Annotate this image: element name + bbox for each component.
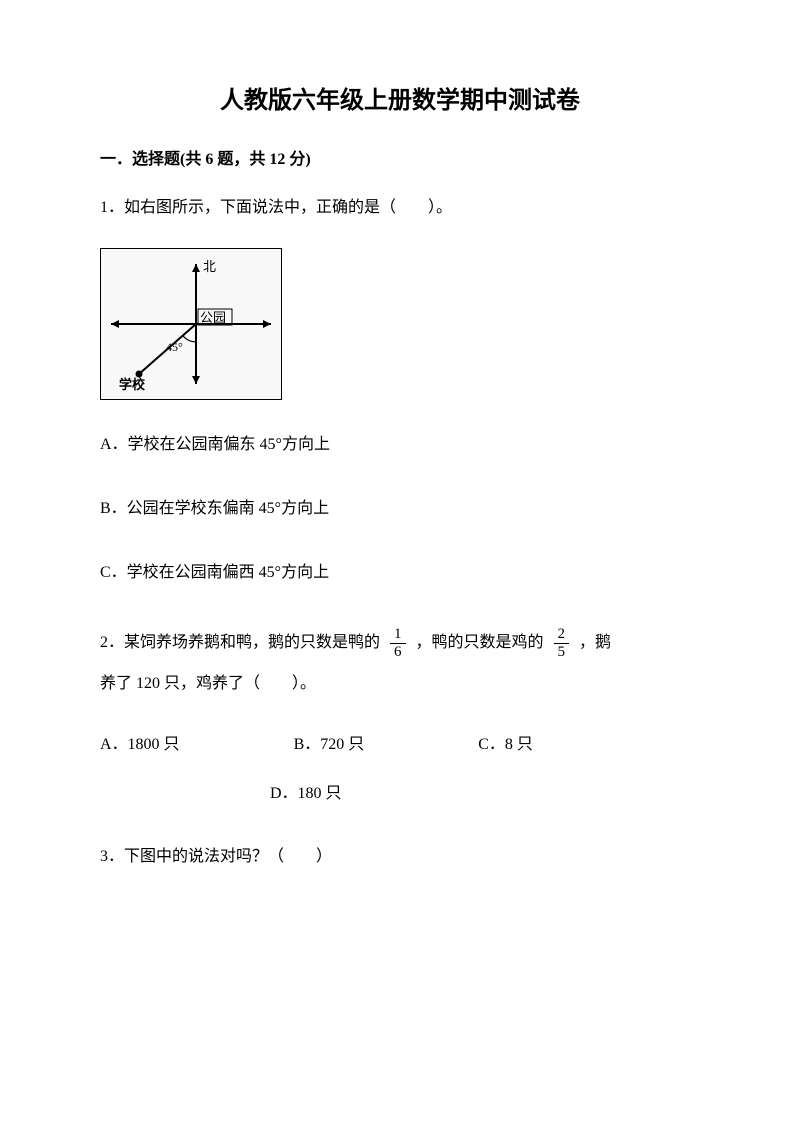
q2-part4: 养了 120 只，鸡养了（ ）。 bbox=[100, 675, 316, 692]
exam-page: 人教版六年级上册数学期中测试卷 一．选择题(共 6 题，共 12 分) 1．如右… bbox=[0, 0, 800, 937]
q2-option-b: B．720 只 bbox=[294, 730, 365, 754]
q2-stem: 2．某饲养场养鹅和鸭，鹅的只数是鸭的 1 6 ，鸭的只数是鸡的 2 5 ，鹅 养… bbox=[100, 622, 700, 705]
exam-title: 人教版六年级上册数学期中测试卷 bbox=[100, 80, 700, 115]
q1-option-c: C．学校在公园南偏西 45°方向上 bbox=[100, 558, 700, 582]
q2-frac2: 2 5 bbox=[554, 626, 570, 660]
q2-frac2-num: 2 bbox=[554, 626, 570, 644]
q2-frac2-den: 5 bbox=[554, 644, 570, 661]
compass-diagram: 北 公园 学校 45° bbox=[101, 249, 281, 399]
q2-options-row1: A．1800 只 B．720 只 C．8 只 bbox=[100, 730, 700, 754]
section-1-header: 一．选择题(共 6 题，共 12 分) bbox=[100, 145, 700, 169]
q2-part3: ，鹅 bbox=[579, 634, 611, 651]
q2-option-c: C．8 只 bbox=[478, 730, 533, 754]
q2-part2: ，鸭的只数是鸡的 bbox=[416, 634, 544, 651]
angle-label: 45° bbox=[166, 340, 183, 354]
north-label: 北 bbox=[203, 259, 216, 274]
q1-stem: 1．如右图所示，下面说法中，正确的是（ ）。 bbox=[100, 194, 700, 223]
school-label: 学校 bbox=[119, 377, 146, 392]
q3-stem: 3．下图中的说法对吗？（ ） bbox=[100, 843, 700, 872]
q2-frac1: 1 6 bbox=[390, 626, 406, 660]
q2-part1: 2．某饲养场养鹅和鸭，鹅的只数是鸭的 bbox=[100, 634, 380, 651]
q2-frac1-num: 1 bbox=[390, 626, 406, 644]
q1-option-b: B．公园在学校东偏南 45°方向上 bbox=[100, 494, 700, 518]
q1-option-a: A．学校在公园南偏东 45°方向上 bbox=[100, 430, 700, 454]
q1-diagram: 北 公园 学校 45° bbox=[100, 248, 282, 400]
q2-frac1-den: 6 bbox=[390, 644, 406, 661]
q2-option-d: D．180 只 bbox=[270, 785, 342, 802]
q2-option-a: A．1800 只 bbox=[100, 730, 180, 754]
park-label: 公园 bbox=[200, 310, 226, 325]
q2-options-row2: D．180 只 bbox=[100, 779, 700, 803]
